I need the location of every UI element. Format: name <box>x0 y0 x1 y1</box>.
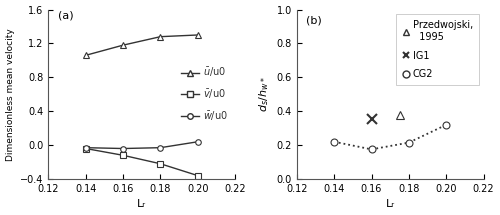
Y-axis label: Dimensionless mean velocity: Dimensionless mean velocity <box>6 28 15 161</box>
X-axis label: Lᵣ: Lᵣ <box>386 200 395 209</box>
X-axis label: Lᵣ: Lᵣ <box>137 200 146 209</box>
Legend: $\bar{u}$/u0, $\bar{v}$/u0, $\bar{w}$/u0: $\bar{u}$/u0, $\bar{v}$/u0, $\bar{w}$/u0 <box>178 63 231 126</box>
Legend: Przedwojski,
  1995, IG1, CG2: Przedwojski, 1995, IG1, CG2 <box>396 14 479 85</box>
Text: (a): (a) <box>58 10 74 20</box>
Y-axis label: $d_s/h_{w*}$: $d_s/h_{w*}$ <box>257 76 271 112</box>
Text: (b): (b) <box>306 15 322 25</box>
